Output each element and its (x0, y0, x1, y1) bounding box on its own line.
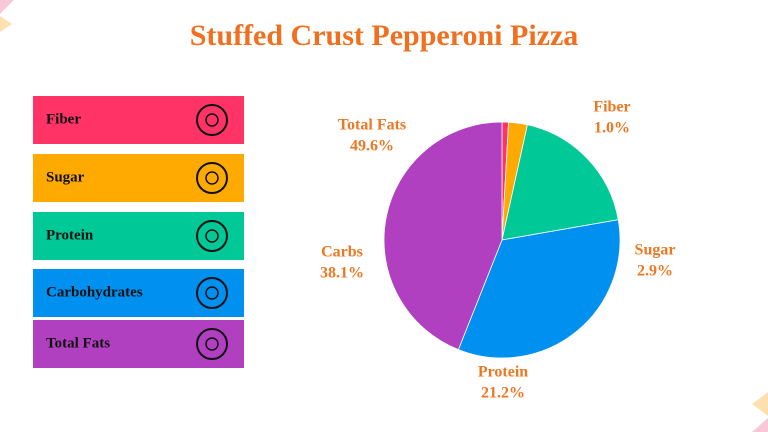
slice-category: Fiber (593, 99, 630, 116)
corner-decoration (0, 0, 14, 14)
legend-box (33, 96, 244, 144)
legend-label: Fiber (46, 111, 81, 127)
legend-icon (205, 113, 219, 127)
legend-icon (205, 286, 219, 300)
slice-value: 49.6% (350, 138, 394, 155)
legend-box (33, 154, 244, 202)
slice-labels: Fiber 1.0% Sugar 2.9% Protein 21.2% Carbs 38.1%… (320, 99, 675, 402)
legend-label: Sugar (46, 169, 85, 185)
legend-label: Carbohydrates (46, 284, 143, 300)
legend: Fiber Sugar Protein Carbohydrates Total Fats (33, 96, 244, 368)
legend-icon (196, 162, 228, 194)
slice-category: Sugar (635, 242, 676, 259)
legend-label: Total Fats (46, 335, 110, 351)
legend-icon (196, 104, 228, 136)
legend-icon (196, 277, 228, 309)
corner-decoration (0, 16, 12, 32)
pie-slice (501, 124, 619, 241)
pie-slice (457, 219, 621, 359)
legend-icon (205, 229, 219, 243)
legend-box (33, 212, 244, 260)
legend-box (33, 320, 244, 368)
legend-icon (205, 171, 219, 185)
pie (383, 121, 621, 359)
legend-icon (196, 220, 228, 252)
corner-decoration (752, 418, 768, 432)
legend-icon (196, 328, 228, 360)
legend-box (33, 269, 244, 317)
slice-category: Total Fats (338, 117, 406, 134)
pie-slice (383, 121, 503, 351)
slice-category: Carbs (321, 244, 363, 261)
chart-title: Stuffed Crust Pepperoni Pizza (190, 19, 579, 52)
slice-value: 38.1% (320, 265, 364, 282)
corner-decoration (752, 392, 768, 416)
slice-value: 1.0% (594, 120, 630, 137)
slice-value: 21.2% (481, 385, 525, 402)
legend-icon (205, 337, 219, 351)
legend-label: Protein (46, 227, 94, 243)
slice-category: Protein (478, 364, 528, 381)
slice-value: 2.9% (637, 263, 673, 280)
